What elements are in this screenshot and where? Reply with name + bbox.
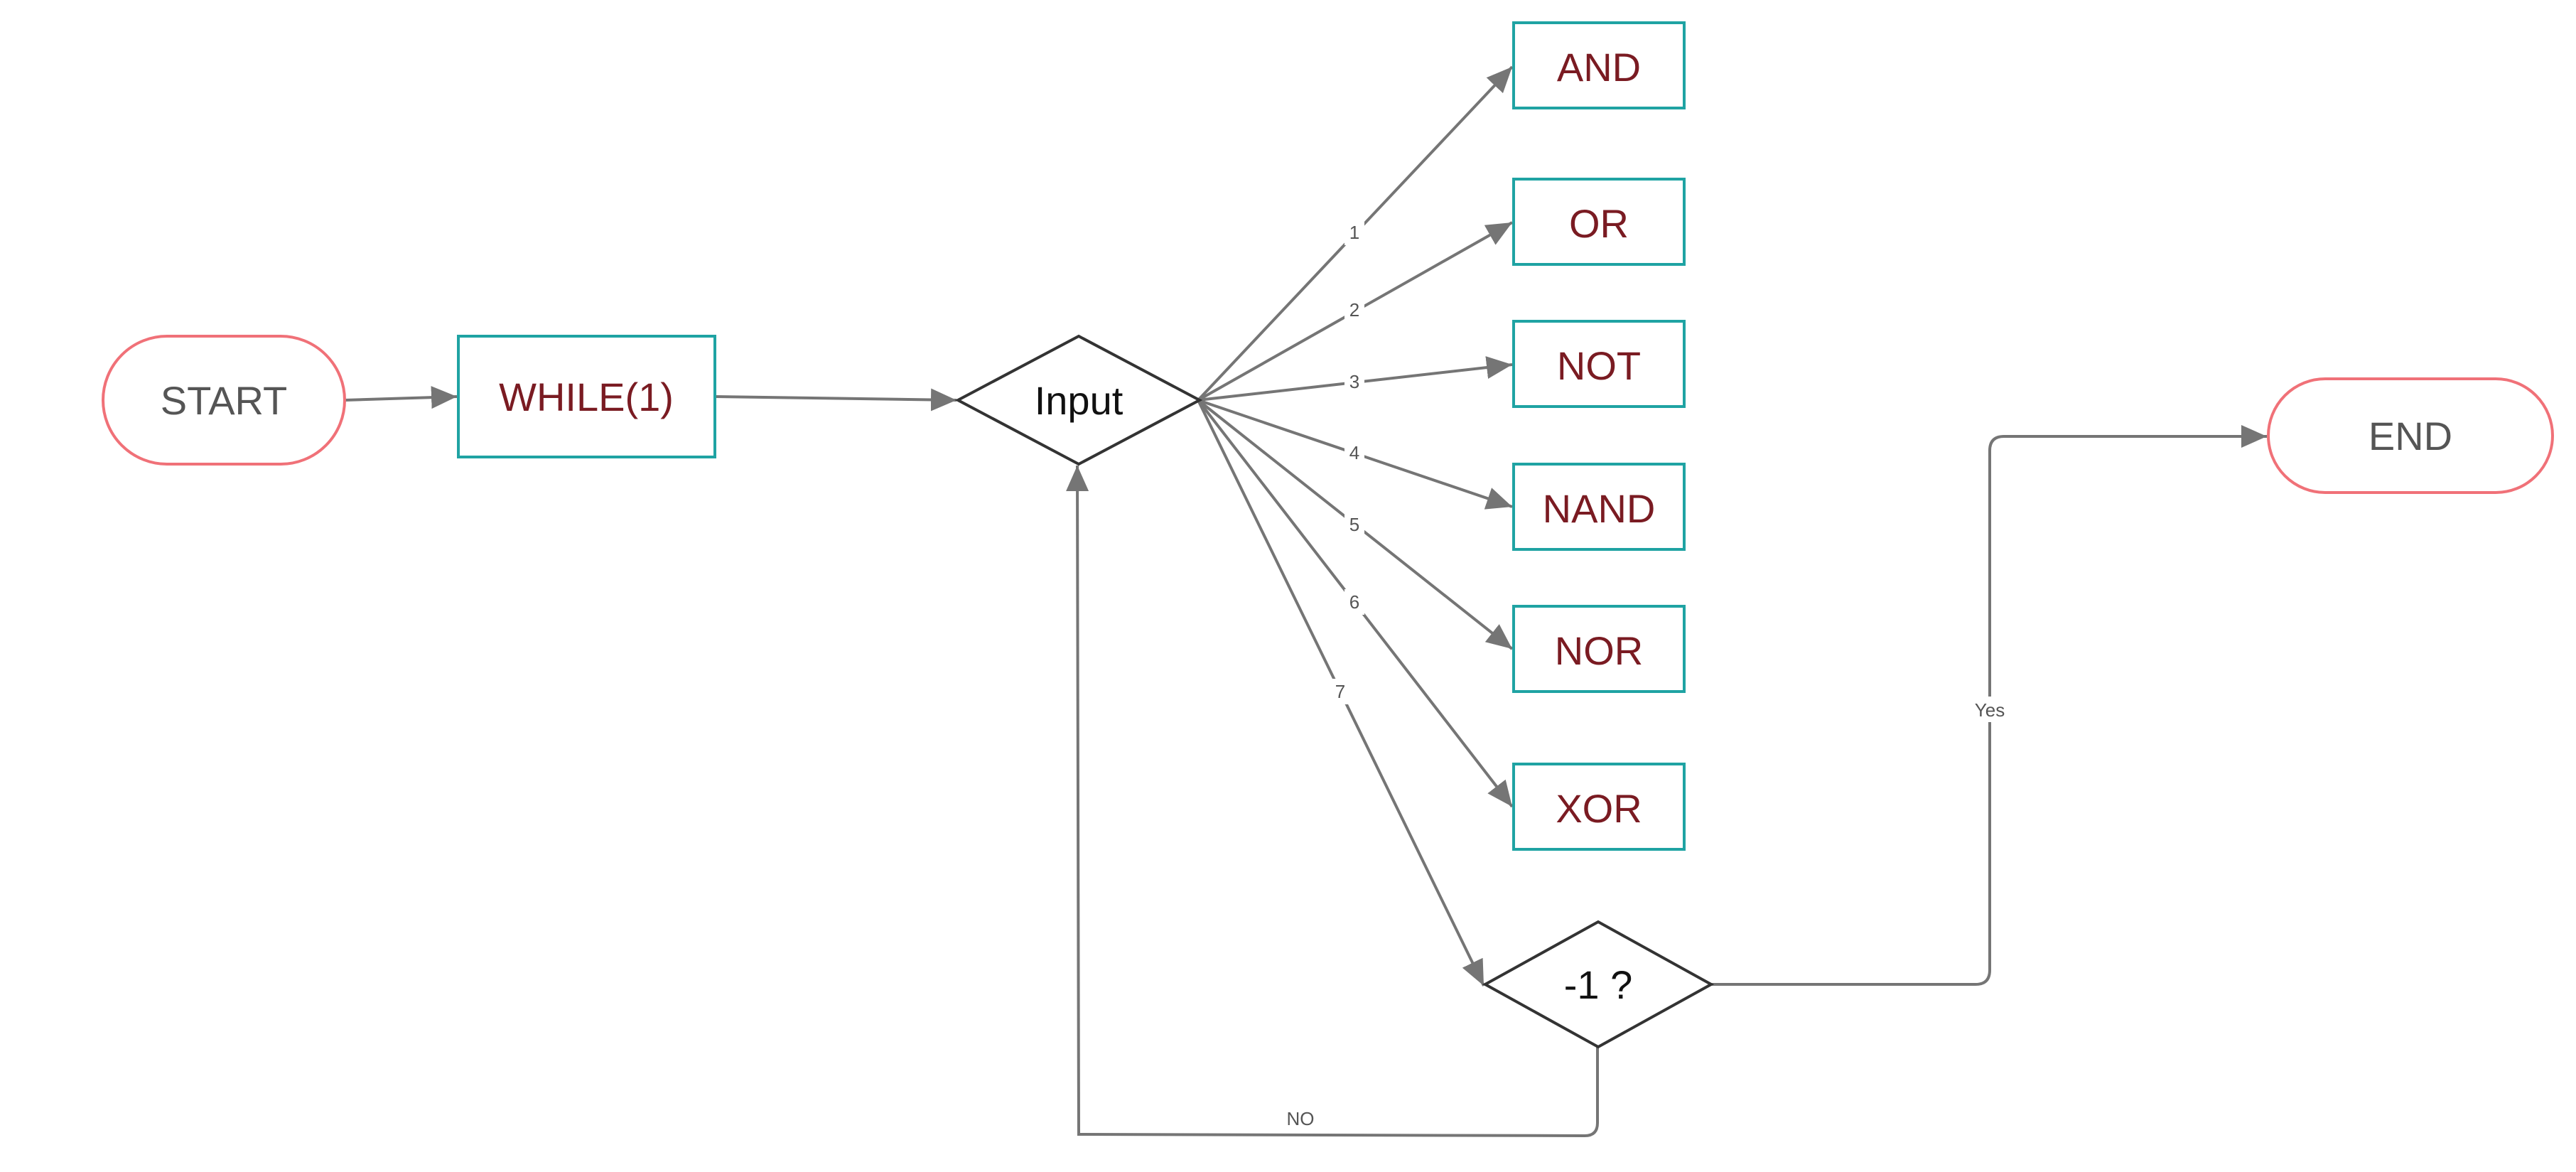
end-label: END — [2368, 414, 2452, 458]
start-terminal[interactable]: START — [102, 335, 346, 466]
nand-process[interactable]: NAND — [1512, 463, 1686, 551]
edge-check-input-no — [1066, 465, 1599, 1138]
nodes: START WHILE(1) Input AND OR NOT NAND — [102, 21, 2554, 1049]
edge-label-6: 6 — [1349, 591, 1359, 613]
while-label: WHILE(1) — [499, 375, 674, 419]
nor-label: NOR — [1555, 628, 1643, 673]
not-label: NOT — [1557, 343, 1641, 388]
nand-label: NAND — [1543, 486, 1656, 531]
edge-label-yes: Yes — [1975, 699, 2005, 721]
start-label: START — [161, 378, 287, 423]
edge-label-5: 5 — [1349, 514, 1359, 535]
or-process[interactable]: OR — [1512, 178, 1686, 266]
input-decision[interactable]: Input — [954, 334, 1203, 466]
edge-label-1: 1 — [1349, 222, 1359, 243]
edge-label-7: 7 — [1335, 681, 1345, 702]
end-terminal[interactable]: END — [2267, 377, 2554, 494]
input-label: Input — [1035, 378, 1123, 423]
edge-label-2: 2 — [1349, 299, 1359, 321]
check-label: -1 ? — [1564, 962, 1633, 1007]
edge-label-4: 4 — [1349, 442, 1359, 463]
edge-label-3: 3 — [1349, 371, 1359, 392]
edge-label-no: NO — [1287, 1108, 1315, 1129]
and-label: AND — [1557, 45, 1641, 90]
edge-start-while — [344, 386, 458, 409]
while-process[interactable]: WHILE(1) — [457, 335, 716, 458]
edge-while-input — [714, 388, 957, 412]
xor-label: XOR — [1556, 786, 1642, 831]
and-process[interactable]: AND — [1512, 21, 1686, 109]
nor-process[interactable]: NOR — [1512, 605, 1686, 693]
check-decision[interactable]: -1 ? — [1482, 920, 1715, 1049]
or-label: OR — [1569, 201, 1629, 246]
edge-labels: 1 2 3 4 5 6 7 Yes NO — [1282, 220, 2008, 1130]
edges — [344, 65, 2267, 1138]
xor-process[interactable]: XOR — [1512, 763, 1686, 851]
not-process[interactable]: NOT — [1512, 320, 1686, 408]
